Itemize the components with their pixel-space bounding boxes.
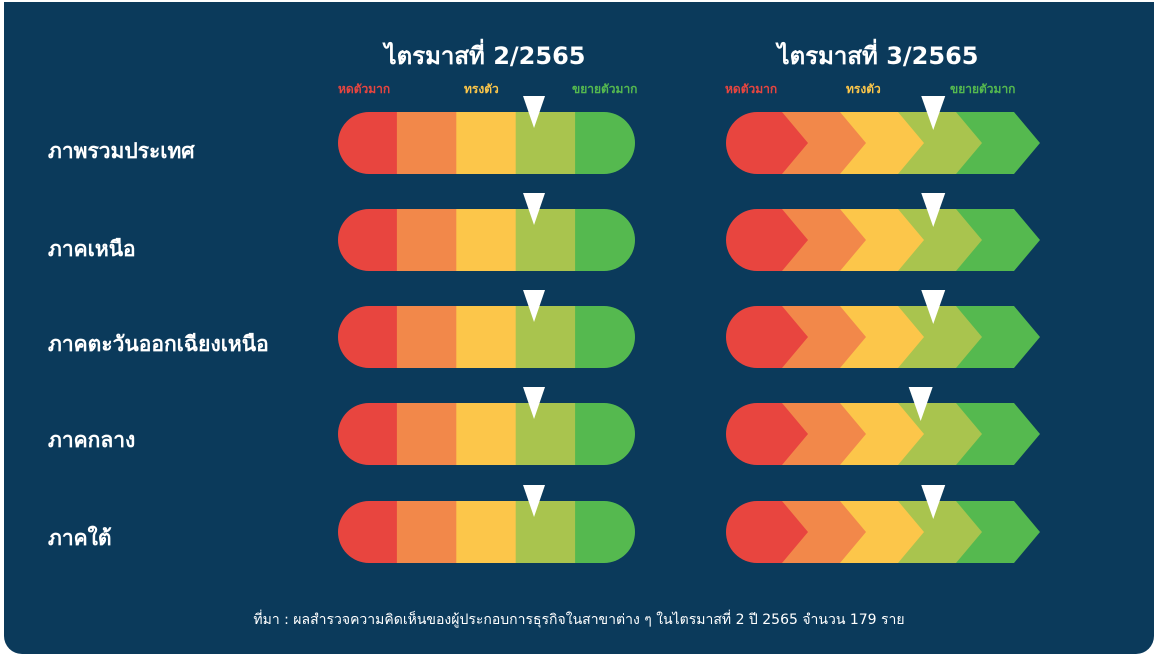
q3-mid-label: ทรงตัว — [846, 82, 881, 96]
q2-marker-1 — [523, 193, 546, 225]
quarter-3-title: ไตรมาสที่ 3/2565 — [777, 42, 979, 70]
q2-high-label: ขยายตัวมาก — [572, 82, 638, 96]
q2-gauge-4-segment-0 — [338, 501, 398, 563]
q2-gauge-4-segment-2 — [456, 501, 517, 563]
q2-gauge-0 — [338, 112, 635, 174]
q2-gauge-0-segment-4 — [575, 112, 635, 174]
quarter-2-title: ไตรมาสที่ 2/2565 — [384, 42, 586, 70]
q2-gauge-4 — [338, 501, 635, 563]
q2-gauge-4-segment-1 — [396, 501, 458, 563]
region-label-south: ภาคใต้ — [48, 526, 112, 550]
source-note: ที่มา : ผลสำรวจความคิดเห็นของผู้ประกอบกา… — [253, 612, 905, 628]
q2-gauge-1-segment-2 — [456, 209, 517, 271]
region-label-overall: ภาพรวมประเทศ — [48, 139, 195, 163]
q2-gauge-1 — [338, 209, 635, 271]
region-label-northeast: ภาคตะวันออกเฉียงเหนือ — [48, 332, 269, 356]
q2-gauge-2-segment-0 — [338, 306, 398, 368]
q3-gauge-3-segment-0 — [726, 403, 808, 465]
q2-gauge-1-segment-0 — [338, 209, 398, 271]
q3-gauge-2-segment-0 — [726, 306, 808, 368]
q2-gauge-3-segment-3 — [515, 403, 577, 465]
q3-marker-0 — [921, 96, 946, 130]
q2-gauge-0-segment-0 — [338, 112, 398, 174]
q3-high-label: ขยายตัวมาก — [950, 82, 1016, 96]
q2-gauge-2 — [338, 306, 635, 368]
q2-marker-4 — [523, 485, 546, 517]
q2-gauge-0-segment-1 — [396, 112, 458, 174]
region-label-central: ภาคกลาง — [48, 428, 136, 452]
q2-marker-3 — [523, 387, 546, 419]
q2-gauge-1-segment-4 — [575, 209, 635, 271]
q2-gauge-4-segment-4 — [575, 501, 635, 563]
q3-marker-3 — [908, 387, 933, 421]
q2-gauge-4-segment-3 — [515, 501, 577, 563]
q3-gauge-1-segment-0 — [726, 209, 808, 271]
q3-marker-1 — [921, 193, 946, 227]
q2-gauge-1-segment-3 — [515, 209, 577, 271]
q2-gauge-3-segment-1 — [396, 403, 458, 465]
q2-gauge-2-segment-4 — [575, 306, 635, 368]
q2-gauge-3 — [338, 403, 635, 465]
q3-marker-2 — [921, 290, 946, 324]
q2-gauge-0-segment-3 — [515, 112, 577, 174]
q2-low-label: หดตัวมาก — [338, 82, 391, 96]
q2-gauge-3-segment-4 — [575, 403, 635, 465]
q2-marker-0 — [523, 96, 546, 128]
q2-gauge-2-segment-3 — [515, 306, 577, 368]
q2-gauge-2-segment-2 — [456, 306, 517, 368]
q2-mid-label: ทรงตัว — [464, 82, 499, 96]
q2-gauge-0-segment-2 — [456, 112, 517, 174]
q3-gauge-4-segment-0 — [726, 501, 808, 563]
q3-marker-4 — [921, 485, 946, 519]
q3-low-label: หดตัวมาก — [725, 82, 778, 96]
q2-gauge-1-segment-1 — [396, 209, 458, 271]
q2-marker-2 — [523, 290, 546, 322]
region-label-north: ภาคเหนือ — [48, 237, 136, 261]
q2-gauge-2-segment-1 — [396, 306, 458, 368]
q2-gauge-3-segment-2 — [456, 403, 517, 465]
q2-gauge-3-segment-0 — [338, 403, 398, 465]
q3-gauge-0-segment-0 — [726, 112, 808, 174]
